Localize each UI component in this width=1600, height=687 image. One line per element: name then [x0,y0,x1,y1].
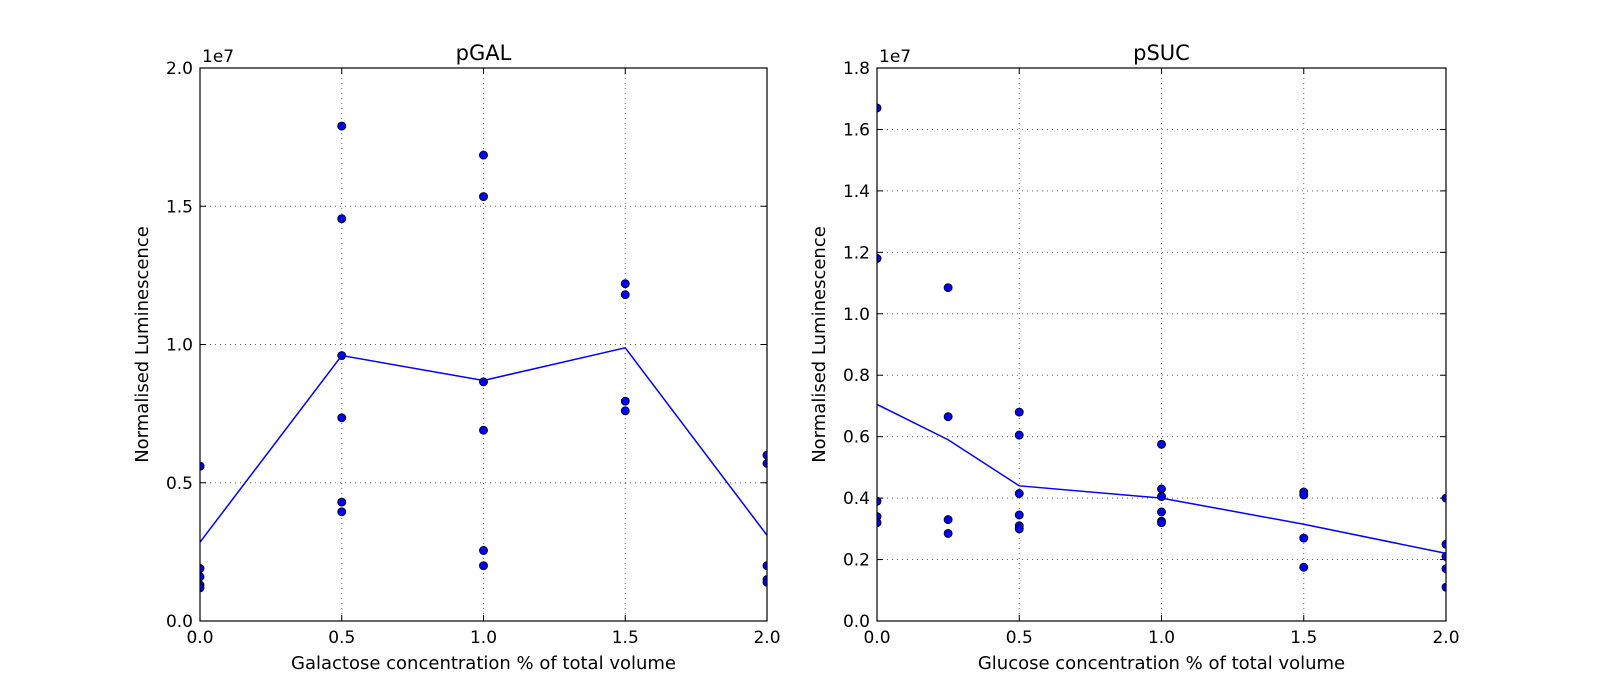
data-point [200,572,205,582]
data-point [620,396,630,406]
data-point [337,507,347,517]
data-point [620,406,630,416]
data-point [943,283,953,293]
y-tick-label: 1.0 [166,336,193,356]
data-point [1157,492,1166,502]
data-point [200,461,205,471]
data-point [337,121,347,131]
y-tick-label: 0.4 [843,489,870,509]
data-point [943,412,953,422]
data-point [337,413,347,423]
data-point [337,214,347,224]
data-point [620,279,630,289]
data-point [1157,507,1166,517]
y-tick-label: 0.0 [166,612,193,632]
data-point [762,450,767,460]
y-offset-label: 1e7 [879,47,911,67]
x-tick-label: 0.5 [1006,628,1033,648]
x-tick-label: 0.0 [863,628,890,648]
y-axis-label: Normalised Luminescence [809,226,830,463]
data-point [1299,490,1309,500]
y-tick-label: 1.2 [843,243,870,263]
x-tick-label: 1.0 [1148,628,1175,648]
y-tick-label: 1.6 [843,120,870,140]
chart-title: pGAL [456,41,512,65]
data-point [1014,510,1024,520]
data-point [943,515,953,525]
data-point [943,528,953,538]
x-tick-label: 0.0 [186,628,213,648]
grid [876,67,1447,622]
chart-pgal: 0.0 0.5 1.0 1.5 2.0 0.0 0.5 1.0 1.5 2.0 1e7 pGAL Gal… [132,41,781,674]
data-point [479,425,488,435]
y-tick-label: 2.0 [166,59,193,79]
data-point [1441,552,1446,561]
data-point [1441,582,1446,592]
x-tick-label: 1.5 [612,628,639,648]
x-tick-label: 1.0 [470,628,497,648]
y-tick-label: 0.5 [166,474,193,494]
data-point [479,192,488,202]
data-point [1014,524,1024,534]
y-tick-label: 1.4 [843,182,870,202]
data-point [877,103,882,113]
x-tick-label: 1.5 [1290,628,1317,648]
data-point [620,290,630,300]
data-point [762,458,767,468]
x-axis-label: Galactose concentration % of total volum… [291,653,676,674]
data-point [337,497,347,507]
data-point [479,561,488,571]
data-point [479,377,488,387]
data-point [479,150,488,160]
data-point [479,546,488,555]
markers [200,121,767,593]
data-point [1299,533,1309,543]
x-axis-label: Glucose concentration % of total volume [978,653,1345,674]
y-tick-label: 1.0 [843,305,870,325]
x-tick-label: 0.5 [328,628,355,648]
y-axis-label: Normalised Luminescence [132,226,153,463]
y-tick-label: 1.5 [166,197,193,217]
data-point [877,496,882,506]
data-point [1157,439,1166,449]
data-point [877,518,882,528]
y-tick-label: 0.2 [843,551,870,571]
data-point [877,254,882,263]
data-point [1157,484,1166,494]
data-point [1441,564,1446,574]
data-point [200,564,205,573]
data-point [337,351,347,361]
markers [877,103,1446,592]
data-point [1157,518,1166,528]
data-point [762,561,767,571]
y-tick-label: 0.8 [843,366,870,386]
chart-psuc: 0.0 0.5 1.0 1.5 2.0 0.0 0.2 0.4 0.6 0.8 1.0 1.2 1.4 1… [809,41,1460,674]
y-tick-label: 1.8 [843,59,870,79]
mean-line [876,403,1447,555]
data-point [1299,562,1309,572]
data-point [762,577,767,587]
data-point [200,583,205,593]
x-tick-label: 2.0 [753,628,780,648]
data-point [1014,489,1024,498]
data-point [1014,430,1024,440]
y-tick-label: 0.0 [843,612,870,632]
data-point [1014,407,1024,417]
y-tick-label: 0.6 [843,428,870,448]
chart-title: pSUC [1133,41,1190,65]
y-offset-label: 1e7 [202,47,234,67]
x-tick-label: 2.0 [1432,628,1459,648]
data-point [1441,539,1446,549]
